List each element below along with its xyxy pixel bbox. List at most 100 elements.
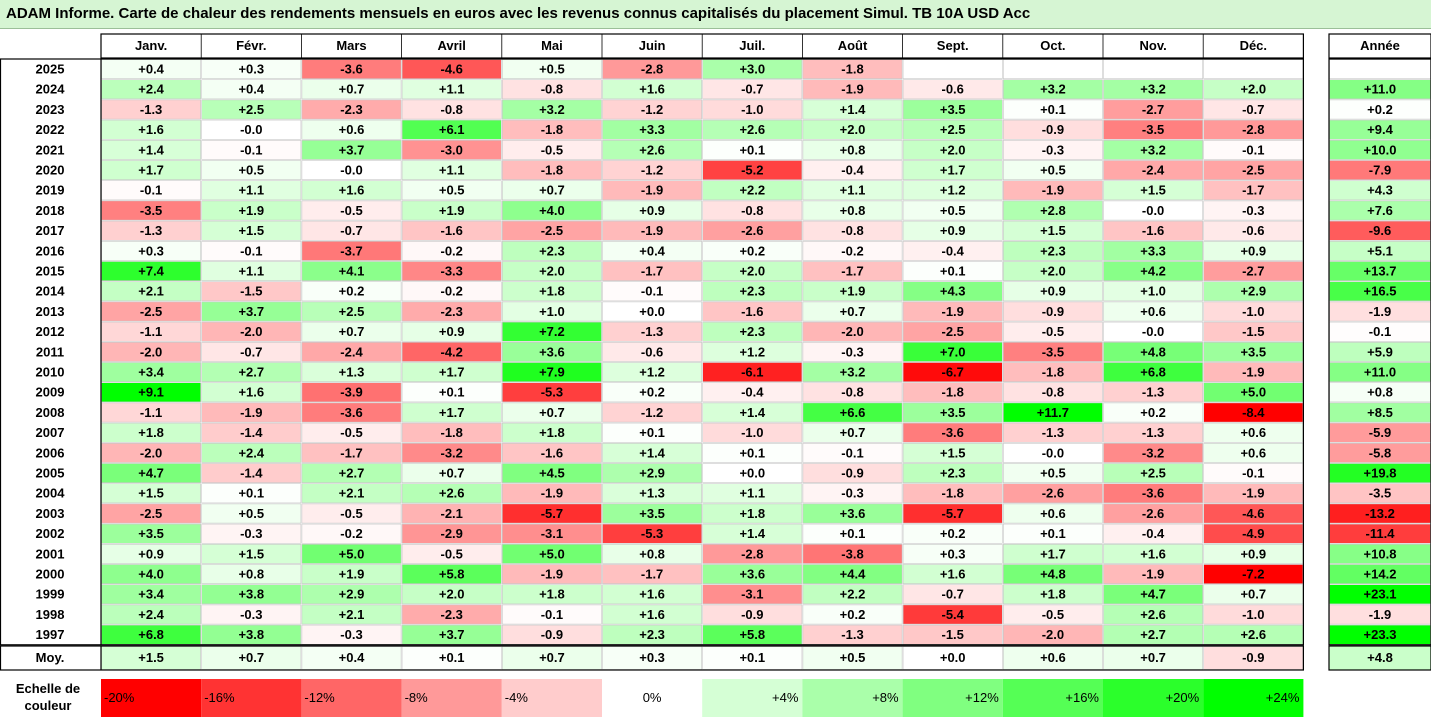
cell-value-2001-4: -0.5 <box>440 546 462 561</box>
cell-2023-4 <box>401 99 502 120</box>
cell-value-2011-8: -0.3 <box>841 344 863 359</box>
cell-2006-4 <box>401 442 502 463</box>
cell-2017-11 <box>1103 220 1203 241</box>
cell-value-2009-3: -3.9 <box>340 385 362 400</box>
cell-value-2009-1: +9.1 <box>138 385 164 400</box>
year-label-2018: 2018 <box>36 203 65 218</box>
year-label-2004: 2004 <box>36 486 66 501</box>
cell-value-2006-4: -3.2 <box>440 445 462 460</box>
cell-value-2004-12: -1.9 <box>1242 486 1264 501</box>
cell-value-1998-1: +2.4 <box>138 607 164 622</box>
cell-value-2005-5: +4.5 <box>539 466 565 481</box>
cell-2020-8 <box>802 160 903 181</box>
cell-value-2011-9: +7.0 <box>940 344 966 359</box>
cell-2006-3 <box>301 442 402 463</box>
average-value-2: +0.7 <box>238 650 264 665</box>
cell-value-2016-10: +2.3 <box>1040 243 1066 258</box>
cell-2002-11 <box>1103 523 1203 544</box>
cell-value-2016-4: -0.2 <box>440 243 462 258</box>
cell-2003-10 <box>1002 503 1103 524</box>
cell-2021-5 <box>501 140 602 160</box>
annual-value-2020: -7.9 <box>1369 163 1391 178</box>
cell-value-2014-10: +0.9 <box>1040 284 1066 299</box>
annual-value-2022: +9.4 <box>1367 122 1393 137</box>
cell-value-2013-5: +1.0 <box>539 304 565 319</box>
cell-2005-3 <box>301 463 402 484</box>
cell-value-2010-7: -6.1 <box>741 365 763 380</box>
month-header-4: Avril <box>437 38 465 53</box>
cell-value-2015-1: +7.4 <box>138 264 164 279</box>
cell-value-2025-6: -2.8 <box>641 62 663 77</box>
scale-step-label-3: -12% <box>304 690 335 705</box>
cell-2012-8 <box>802 321 903 342</box>
cell-2017-5 <box>501 220 602 241</box>
annual-value-2013: -1.9 <box>1369 304 1391 319</box>
cell-value-2018-3: -0.5 <box>340 203 362 218</box>
cell-2018-10 <box>1002 200 1103 221</box>
year-label-1998: 1998 <box>36 607 65 622</box>
year-label-2008: 2008 <box>36 405 65 420</box>
cell-value-2012-8: -2.0 <box>841 324 863 339</box>
cell-value-2020-11: -2.4 <box>1142 163 1165 178</box>
cell-value-2018-1: -3.5 <box>140 203 162 218</box>
cell-2015-9 <box>902 261 1003 282</box>
cell-value-2012-9: -2.5 <box>941 324 963 339</box>
cell-value-2022-3: +0.6 <box>339 122 365 137</box>
cell-2023-6 <box>602 99 702 120</box>
cell-value-2013-4: -2.3 <box>440 304 462 319</box>
cell-2010-9 <box>902 362 1003 383</box>
cell-2013-7 <box>702 301 803 322</box>
cell-value-1999-2: +3.8 <box>238 587 264 602</box>
scale-swatch-10 <box>1002 679 1103 717</box>
annual-value-2007: -5.9 <box>1369 425 1391 440</box>
cell-value-2019-2: +1.1 <box>238 183 264 198</box>
cell-2009-10 <box>1002 382 1103 403</box>
cell-value-2013-3: +2.5 <box>339 304 365 319</box>
cell-value-1998-10: -0.5 <box>1042 607 1064 622</box>
cell-value-2018-12: -0.3 <box>1242 203 1264 218</box>
cell-value-2007-8: +0.7 <box>840 425 866 440</box>
cell-value-2000-10: +4.8 <box>1040 567 1066 582</box>
cell-value-2018-4: +1.9 <box>439 203 465 218</box>
cell-value-2013-11: +0.6 <box>1140 304 1166 319</box>
cell-2007-11 <box>1103 422 1203 443</box>
cell-value-2011-7: +1.2 <box>739 344 765 359</box>
cell-2008-4 <box>401 402 502 423</box>
cell-value-2021-6: +2.6 <box>639 142 665 157</box>
cell-value-1997-10: -2.0 <box>1042 627 1064 642</box>
cell-value-2001-6: +0.8 <box>639 546 665 561</box>
scale-step-label-6: 0% <box>643 690 662 705</box>
cell-value-2005-8: -0.9 <box>841 466 863 481</box>
cell-value-2022-1: +1.6 <box>138 122 164 137</box>
cell-value-2012-2: -2.0 <box>240 324 262 339</box>
cell-2014-4 <box>401 281 502 302</box>
cell-value-2017-10: +1.5 <box>1040 223 1066 238</box>
cell-2010-4 <box>401 362 502 383</box>
cell-2014-5 <box>501 281 602 302</box>
cell-2021-10 <box>1002 140 1103 160</box>
cell-2007-7 <box>702 422 803 443</box>
average-value-6: +0.3 <box>639 650 665 665</box>
cell-2023-5 <box>501 99 602 120</box>
average-value-3: +0.4 <box>339 650 365 665</box>
scale-swatch-12 <box>1203 679 1304 717</box>
cell-value-2008-3: -3.6 <box>340 405 362 420</box>
year-label-1997: 1997 <box>36 627 65 642</box>
cell-value-2019-7: +2.2 <box>739 183 765 198</box>
cell-2018-6 <box>602 200 702 221</box>
cell-value-2001-7: -2.8 <box>741 546 763 561</box>
annual-value-1999: +23.1 <box>1364 587 1397 602</box>
cell-2024-7 <box>702 79 803 100</box>
cell-value-2011-4: -4.2 <box>440 344 462 359</box>
annual-value-2021: +10.0 <box>1364 142 1397 157</box>
cell-value-2015-7: +2.0 <box>739 264 765 279</box>
cell-2016-4 <box>401 241 502 261</box>
cell-value-2001-9: +0.3 <box>940 546 966 561</box>
cell-value-2006-2: +2.4 <box>238 445 264 460</box>
cell-value-1997-3: -0.3 <box>340 627 362 642</box>
cell-2015-3 <box>301 261 402 282</box>
year-label-2005: 2005 <box>36 466 65 481</box>
cell-2016-8 <box>802 241 903 261</box>
cell-value-2021-10: -0.3 <box>1042 142 1064 157</box>
cell-2021-3 <box>301 140 402 160</box>
